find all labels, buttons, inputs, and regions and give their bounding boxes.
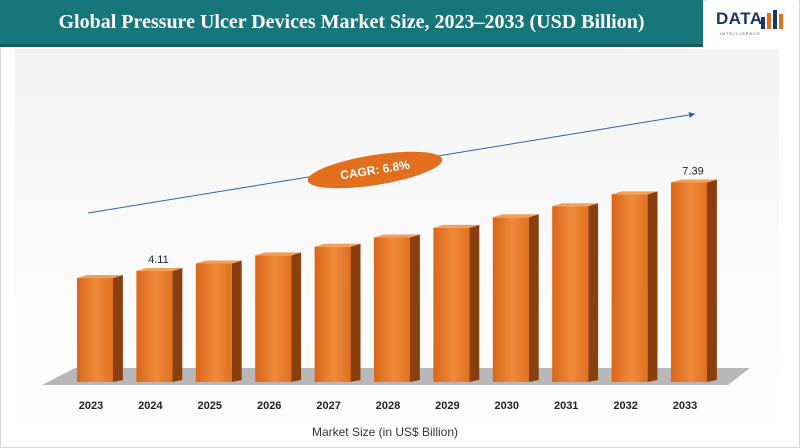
bar-front [195, 263, 232, 382]
bar-front [314, 246, 351, 382]
bar-2033 [671, 179, 717, 382]
bar-front [492, 217, 529, 382]
bar-front [77, 278, 113, 382]
x-tick-label: 2024 [138, 400, 163, 412]
bar-side [528, 214, 539, 382]
x-tick-label: 2033 [673, 400, 697, 412]
bar-top [492, 214, 539, 218]
logo-subtitle: INTELLIGENCE [720, 31, 761, 36]
bar-2024 [136, 268, 183, 382]
chart-title: Global Pressure Ulcer Devices Market Siz… [58, 11, 645, 33]
bar-top [374, 234, 420, 238]
title-banner: Global Pressure Ulcer Devices Market Siz… [0, 0, 703, 47]
bar-top [433, 224, 480, 228]
bar-2025 [195, 260, 242, 382]
bar-side [410, 234, 420, 382]
bar-front [671, 182, 707, 382]
bar-side [469, 224, 480, 382]
brand-logo: DATA INTELLIGENCE [706, 0, 798, 44]
x-tick-label: 2025 [198, 400, 222, 412]
bar-front [433, 227, 470, 382]
bar-top [77, 275, 123, 279]
bar-top [611, 191, 658, 195]
x-tick-label: 2030 [495, 400, 519, 412]
bar-front [136, 271, 173, 382]
bar-top [255, 252, 302, 256]
x-tick-label: 2029 [435, 400, 459, 412]
cagr-badge: CAGR: 6.8% [307, 151, 443, 189]
x-tick-label: 2027 [316, 400, 340, 412]
bar-side [588, 203, 599, 382]
bar-2029 [433, 224, 480, 382]
bar-2023 [77, 275, 123, 382]
bar-front [255, 255, 292, 382]
x-tick-label: 2031 [554, 400, 578, 412]
cagr-badge-shape [307, 151, 443, 189]
bar-side [231, 260, 242, 382]
logo-wordmark: DATA [716, 9, 763, 28]
x-axis-title: Market Size (in US$ Billion) [312, 425, 458, 439]
bar-2028 [374, 234, 420, 382]
bar-side [113, 275, 123, 382]
bar-side [350, 243, 361, 382]
bar-top [195, 260, 242, 264]
x-tick-label: 2028 [376, 400, 400, 412]
bar-2027 [314, 243, 361, 382]
bar-2031 [552, 203, 599, 382]
bar-top [552, 203, 599, 207]
x-tick-label: 2026 [257, 400, 281, 412]
bar-side [172, 268, 183, 382]
bar-front [611, 194, 648, 382]
bar-2026 [255, 252, 302, 382]
logo-bars-icon [761, 10, 783, 29]
bar-2032 [611, 191, 658, 382]
bar-side [647, 191, 658, 382]
bar-front [374, 237, 410, 382]
bar-top [314, 243, 361, 247]
data-label: 7.39 [682, 165, 703, 177]
bar-front [552, 206, 589, 382]
bar-2030 [492, 214, 539, 382]
x-tick-label: 2032 [613, 400, 637, 412]
bar-side [291, 252, 302, 382]
bar-side [707, 179, 717, 382]
data-label: 4.11 [148, 254, 169, 266]
x-tick-label: 2023 [79, 400, 103, 412]
bar-top [671, 179, 717, 183]
bar-top [136, 268, 183, 272]
